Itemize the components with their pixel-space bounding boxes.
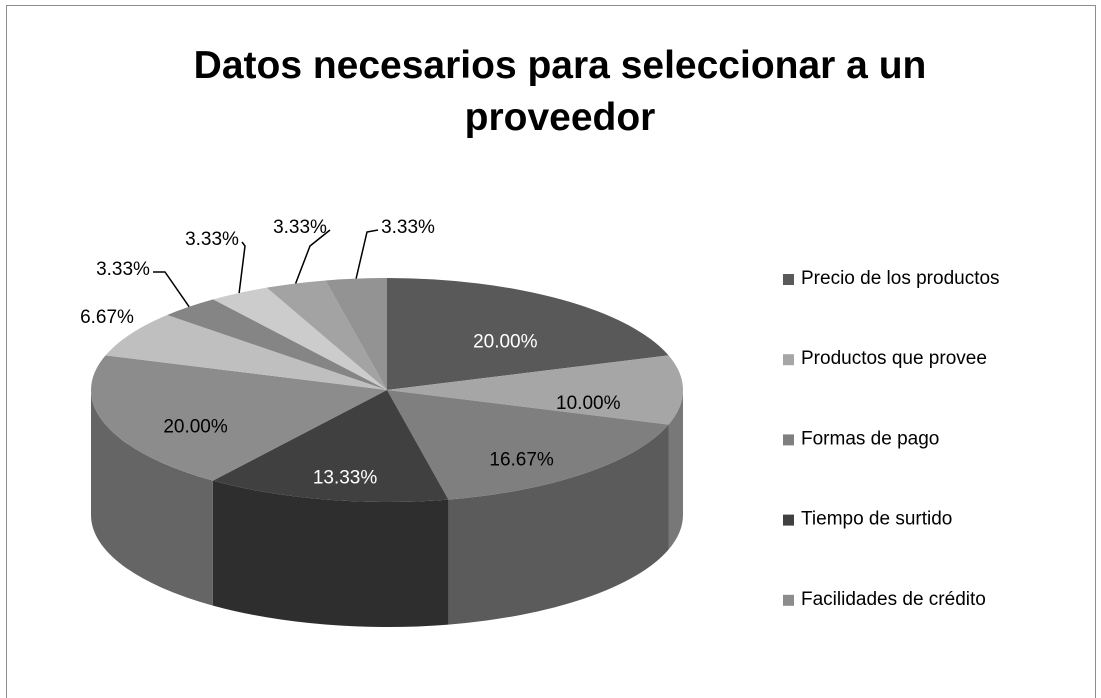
slice: [266, 280, 387, 390]
data-label: 16.67%: [489, 450, 554, 471]
data-label: 3.33%: [273, 217, 327, 238]
leader-line: [238, 241, 246, 294]
slice: [105, 314, 387, 390]
legend-label: Precio de los productos: [801, 268, 1000, 289]
data-label: 13.33%: [313, 468, 378, 489]
data-label: 10.00%: [556, 393, 621, 414]
slice-side: [448, 424, 669, 625]
legend-swatch: [783, 434, 794, 446]
legend-label: Tiempo de surtido: [801, 509, 952, 530]
legend-label: Productos que provee: [801, 348, 987, 369]
slice: [387, 278, 669, 390]
chart-border: [6, 5, 1096, 698]
legend-swatch: [783, 354, 794, 366]
slice: [212, 390, 449, 503]
legend-swatch: [783, 274, 794, 285]
legend-label: Formas de pago: [801, 428, 939, 449]
legend-label: Facilidades de crédito: [801, 589, 986, 610]
slice-side: [212, 480, 449, 627]
data-label: 3.33%: [185, 229, 239, 250]
legend-swatch: [783, 594, 794, 606]
slice-side: [90, 390, 213, 606]
data-label: 3.33%: [96, 259, 150, 280]
legend-swatch: [783, 514, 794, 526]
data-label: 6.67%: [80, 307, 134, 328]
leader-line: [355, 229, 379, 279]
slice: [387, 355, 683, 425]
slice: [90, 355, 387, 481]
data-label: 3.33%: [381, 217, 435, 238]
data-label: 20.00%: [473, 331, 538, 352]
slice: [213, 287, 387, 390]
slice: [387, 390, 669, 500]
slice-side: [668, 390, 683, 550]
slice: [167, 299, 387, 390]
slice: [325, 278, 387, 390]
data-label: 20.00%: [163, 417, 228, 438]
chart-title: Datos necesarios para seleccionar a un p…: [193, 44, 927, 139]
leader-line: [294, 229, 331, 284]
leader-line: [153, 271, 190, 308]
